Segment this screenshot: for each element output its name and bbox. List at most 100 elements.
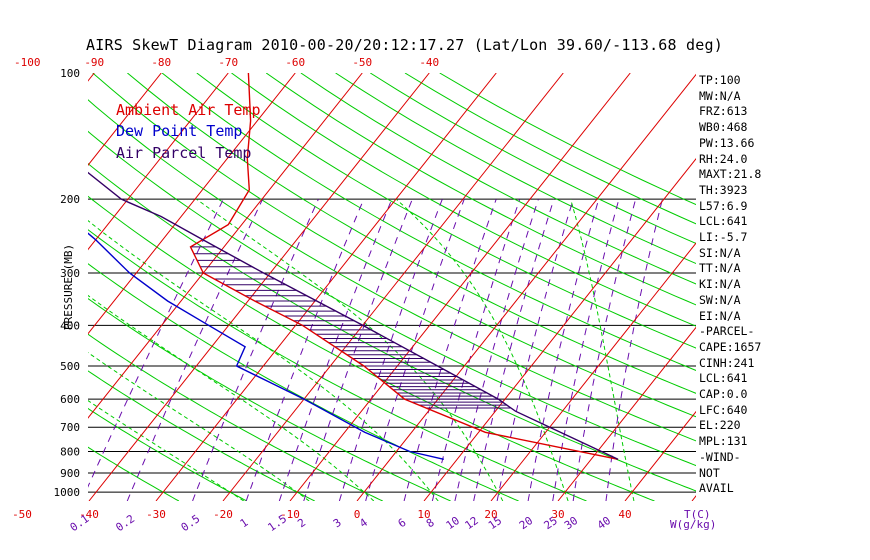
moist-adiabat-line xyxy=(88,352,310,501)
mixing-ratio-tick-label: 4 xyxy=(357,516,370,531)
dry-adiabat-line xyxy=(88,297,451,501)
index-label: SW:N/A xyxy=(699,292,741,307)
pressure-tick-label: 100 xyxy=(60,67,80,80)
ambient-temp-line xyxy=(189,73,619,460)
dry-adiabat-line xyxy=(161,73,696,371)
isotherm-line xyxy=(88,73,95,82)
top-temperature-tick-label: -50 xyxy=(352,56,372,69)
top-temperature-tick-label: -100 xyxy=(14,56,41,69)
pressure-tick-label: 300 xyxy=(60,267,80,280)
index-label: RH:24.0 xyxy=(699,151,748,166)
dry-adiabat-line xyxy=(127,73,696,394)
mixing-ratio-line xyxy=(245,199,365,501)
index-label: MAXT:21.8 xyxy=(699,167,762,182)
isotherm-line xyxy=(289,73,631,501)
index-label: EI:N/A xyxy=(699,308,741,323)
dry-adiabat-line xyxy=(88,229,587,501)
isotherm-line xyxy=(222,73,564,501)
isotherm-line xyxy=(356,73,696,501)
mixing-ratio-tick-label: 3 xyxy=(331,516,344,530)
mixing-ratio-line xyxy=(192,198,319,501)
dry-adiabat-line xyxy=(300,73,696,285)
legend-ambient-temp: Ambient Air Temp xyxy=(116,101,261,119)
top-temperature-tick-label: -80 xyxy=(151,56,171,69)
temperature-tick-label: 20 xyxy=(484,508,497,521)
mixing-ratio-tick-label: 15 xyxy=(486,514,504,532)
mixing-ratio-tick-label: 25 xyxy=(542,514,560,532)
index-label: TH:3923 xyxy=(699,182,748,197)
dry-adiabat-line xyxy=(265,73,696,306)
mixing-ratio-line xyxy=(572,199,637,501)
dry-adiabat-line xyxy=(88,162,696,492)
top-temperature-tick-label: -60 xyxy=(285,56,305,69)
isotherm-line xyxy=(0,73,27,501)
index-label: -PARCEL- xyxy=(699,324,755,339)
index-label: MW:N/A xyxy=(699,88,741,103)
dry-adiabat-line xyxy=(88,130,696,467)
mixing-ratio-line xyxy=(303,199,413,501)
mixing-ratio-line xyxy=(431,199,521,501)
index-label: EL:220 xyxy=(699,418,741,433)
index-label: KI:N/A xyxy=(699,277,741,292)
temperature-tick-label: -30 xyxy=(146,508,166,521)
mixing-ratio-tick-label: 10 xyxy=(444,514,462,532)
isotherm-line xyxy=(490,242,696,501)
dry-adiabat-line xyxy=(88,263,519,501)
mixing-ratio-tick-label: 8 xyxy=(424,516,437,530)
index-label: LI:-5.7 xyxy=(699,230,748,244)
index-label: LCL:641 xyxy=(699,214,748,229)
mixing-ratio-tick-label: 0.5 xyxy=(179,512,203,534)
mixing-ratio-line xyxy=(605,199,663,501)
parcel-temp-line xyxy=(88,171,619,460)
dry-adiabat-line xyxy=(88,195,655,501)
moist-adiabat-line xyxy=(88,399,245,501)
dry-adiabat-line xyxy=(196,73,696,349)
index-label: MPL:131 xyxy=(699,434,748,449)
isotherm-line xyxy=(88,73,430,501)
mixing-ratio-tick-label: 30 xyxy=(562,514,580,532)
mixing-ratio-axis-label: W(g/kg) xyxy=(670,518,716,531)
moist-adiabat-line xyxy=(88,220,439,501)
dewpoint-temp-line xyxy=(88,232,444,460)
mixing-ratio-tick-label: 20 xyxy=(517,514,535,532)
mixing-ratio-line xyxy=(496,199,574,501)
index-label: LFC:640 xyxy=(699,402,748,417)
pressure-tick-label: 700 xyxy=(60,421,80,434)
temperature-tick-label: 30 xyxy=(551,508,564,521)
dry-adiabat-line xyxy=(92,73,696,418)
dry-adiabat-line xyxy=(335,73,696,265)
index-label: AVAIL xyxy=(699,481,734,496)
mixing-ratio-tick-label: 6 xyxy=(396,516,409,530)
pressure-tick-label: 500 xyxy=(60,360,80,373)
index-label: -WIND- xyxy=(699,449,741,464)
legend-dewpoint-temp: Dew Point Temp xyxy=(116,122,243,140)
top-temperature-tick-label: -40 xyxy=(419,56,439,69)
index-label: FRZ:613 xyxy=(699,104,748,119)
isotherm-line xyxy=(88,73,162,166)
mixing-ratio-line xyxy=(88,198,224,488)
temperature-tick-label: -40 xyxy=(79,508,99,521)
index-label: PW:13.66 xyxy=(699,135,755,150)
index-label: TP:100 xyxy=(699,73,741,87)
index-label: SI:N/A xyxy=(699,245,741,260)
mixing-ratio-tick-label: 12 xyxy=(462,514,480,532)
mixing-ratio-line xyxy=(126,198,264,501)
pressure-tick-label: 200 xyxy=(60,193,80,206)
isotherm-line xyxy=(624,410,696,501)
index-label: NOT xyxy=(699,465,720,480)
index-label: CAPE:1657 xyxy=(699,339,762,354)
mixing-ratio-line xyxy=(473,199,555,501)
pressure-tick-label: 800 xyxy=(60,446,80,459)
temperature-tick-label: -50 xyxy=(12,508,32,521)
mixing-ratio-tick-label: 0.2 xyxy=(113,512,137,534)
isotherm-line xyxy=(557,326,696,501)
temperature-tick-label: 0 xyxy=(354,508,361,521)
mixing-ratio-line xyxy=(527,199,600,501)
isotherm-line xyxy=(155,73,497,501)
top-temperature-tick-label: -90 xyxy=(84,56,104,69)
isotherm-line xyxy=(88,73,363,419)
moist-adiabat-line xyxy=(395,198,569,501)
mixing-ratio-tick-label: 2 xyxy=(295,516,308,530)
dry-adiabat-line xyxy=(88,446,180,501)
